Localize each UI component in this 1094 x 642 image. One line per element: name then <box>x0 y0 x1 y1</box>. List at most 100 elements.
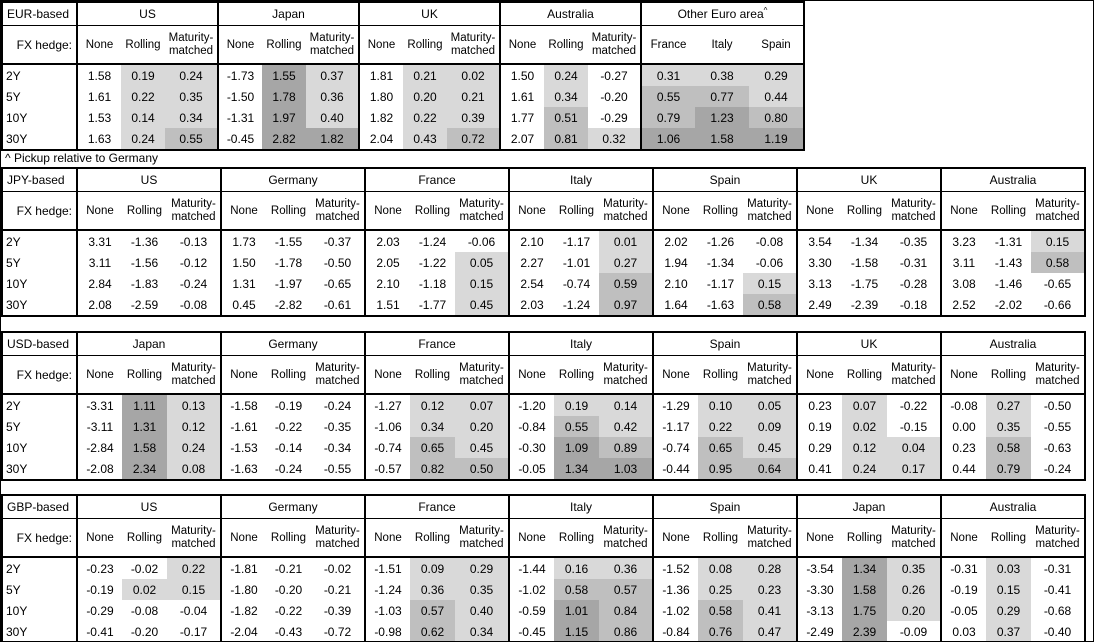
table-row: 30Y -2.08 2.34 0.08 -1.63 -0.24 -0.55 -0.57 0.82… <box>2 458 1085 480</box>
value-cell: 0.24 <box>842 458 887 480</box>
value-cell: -0.35 <box>323 419 352 434</box>
country-header-label: France <box>418 500 456 514</box>
subheader-rolling: Rolling <box>842 191 887 231</box>
value-cell: -0.21 <box>323 582 352 597</box>
country-header: UK <box>796 168 941 192</box>
value-cell: 1.81 <box>358 64 403 86</box>
value-cell: 0.03 <box>986 557 1031 579</box>
tenor-label: 10Y <box>6 440 28 455</box>
value-cell: 0.12 <box>167 416 221 437</box>
value-cell: -0.35 <box>899 234 928 249</box>
value-cell: 0.45 <box>220 294 266 316</box>
value-cell: 0.76 <box>698 621 743 641</box>
value-cell: 1.97 <box>262 107 306 128</box>
subheader-none: None <box>652 518 698 558</box>
country-header: Japan <box>76 332 221 356</box>
tenor-label: 10Y <box>6 110 28 125</box>
value-cell: 1.34 <box>842 557 887 579</box>
table-row: 10Y -2.84 1.58 0.24 -1.53 -0.14 -0.34 -0.74 0.65… <box>2 437 1085 458</box>
value-cell: -0.19 <box>940 579 986 600</box>
value-cell: 0.65 <box>698 437 743 458</box>
value-cell: 2.39 <box>842 621 887 641</box>
table-row: 30Y 2.08 -2.59 -0.08 0.45 -2.82 -0.61 1.51 -1.77… <box>2 294 1085 316</box>
value-cell: -0.45 <box>508 621 554 641</box>
subheader-rolling: Rolling <box>410 518 455 558</box>
value-cell: 2.02 <box>652 230 698 252</box>
subheader-maturity-matched: Maturity-matched <box>743 191 797 231</box>
value-cell: 0.20 <box>455 416 509 437</box>
country-header-label: Japan <box>852 500 886 514</box>
value-cell: -1.78 <box>274 255 303 270</box>
value-cell: 0.14 <box>599 394 653 416</box>
value-cell: 0.29 <box>986 600 1031 621</box>
value-cell: -0.05 <box>508 458 554 480</box>
value-cell: 2.49 <box>796 294 842 316</box>
value-cell: 0.23 <box>796 394 842 416</box>
base-currency-label: EUR-based <box>2 2 77 26</box>
value-cell: -0.08 <box>755 234 784 249</box>
value-cell: -1.63 <box>220 458 266 480</box>
value-cell: -2.49 <box>796 621 842 641</box>
value-cell: 1.80 <box>358 86 403 107</box>
value-cell: -1.24 <box>562 297 591 312</box>
value-cell: 0.41 <box>796 458 842 480</box>
value-cell: 0.35 <box>887 557 941 579</box>
value-cell: 0.15 <box>167 579 221 600</box>
subheader-rolling: Rolling <box>122 355 167 395</box>
value-cell: 0.09 <box>410 557 455 579</box>
value-cell: -0.19 <box>76 579 122 600</box>
value-cell: 0.55 <box>554 416 599 437</box>
value-cell: 0.55 <box>640 86 695 107</box>
value-cell: -0.20 <box>130 624 159 639</box>
country-header: Australia <box>499 2 641 26</box>
subheader-country: Spain <box>749 25 804 65</box>
value-cell: 0.19 <box>121 64 165 86</box>
tenor-label: 10Y <box>6 276 28 291</box>
value-cell: -2.08 <box>76 458 122 480</box>
subheader-none: None <box>508 355 554 395</box>
footnote-marker: ^ <box>763 6 768 15</box>
value-cell: 1.63 <box>76 128 121 150</box>
value-cell: -1.80 <box>220 579 266 600</box>
value-cell: 1.58 <box>842 579 887 600</box>
value-cell: 0.72 <box>447 128 500 150</box>
value-cell: 3.08 <box>940 273 986 294</box>
value-cell: 0.20 <box>403 86 447 107</box>
country-header: Italy <box>508 332 653 356</box>
value-cell: -0.24 <box>274 461 303 476</box>
subheader-none: None <box>508 191 554 231</box>
subheader-rolling: Rolling <box>698 518 743 558</box>
subheader-rolling: Rolling <box>266 518 311 558</box>
country-header: Australia <box>940 168 1085 192</box>
subheader-maturity-matched: Maturity-matched <box>887 191 941 231</box>
subheader-maturity-matched: Maturity-matched <box>455 518 509 558</box>
value-cell: 0.12 <box>410 394 455 416</box>
value-cell: 0.36 <box>410 579 455 600</box>
subheader-rolling: Rolling <box>986 355 1031 395</box>
country-header: France <box>364 168 509 192</box>
value-cell: -1.06 <box>364 416 410 437</box>
value-cell: 1.82 <box>306 128 359 150</box>
country-header-label: France <box>418 173 456 187</box>
subheader-none: None <box>220 355 266 395</box>
value-cell: 0.34 <box>410 416 455 437</box>
value-cell: 0.17 <box>887 458 941 480</box>
value-cell: -0.50 <box>1043 398 1072 413</box>
country-header-label: Italy <box>569 337 592 351</box>
value-cell: 1.82 <box>358 107 403 128</box>
value-cell: -1.02 <box>652 600 698 621</box>
value-cell: 0.23 <box>940 437 986 458</box>
country-header-label: Other Euro area <box>677 7 764 21</box>
country-header: Germany <box>220 495 365 519</box>
value-cell: 0.62 <box>410 621 455 641</box>
value-cell: 0.15 <box>455 273 509 294</box>
subheader-country: France <box>640 25 695 65</box>
value-cell: -0.31 <box>1043 561 1072 576</box>
value-cell: 0.41 <box>743 600 797 621</box>
value-cell: -0.34 <box>323 440 352 455</box>
country-header: Spain <box>652 495 797 519</box>
value-cell: -2.59 <box>130 297 159 312</box>
value-cell: -0.23 <box>76 557 122 579</box>
value-cell: -1.50 <box>217 86 262 107</box>
